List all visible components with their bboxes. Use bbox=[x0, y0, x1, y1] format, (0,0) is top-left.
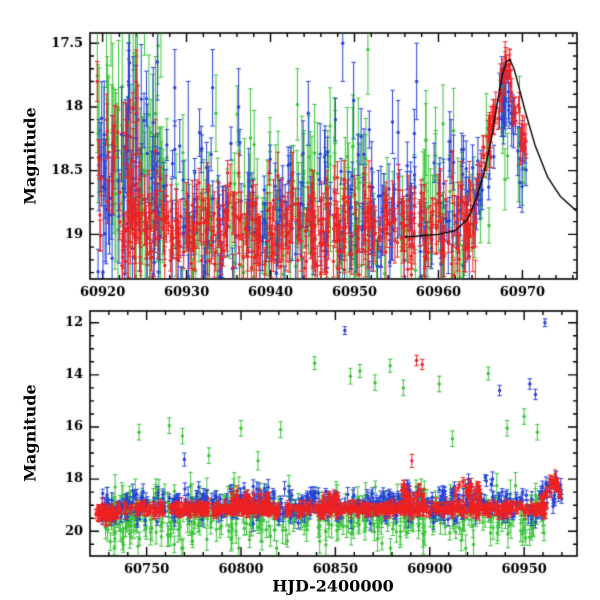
x-axis-label: HJD-2400000 bbox=[272, 576, 394, 596]
y-axis-label-top: Magnitude bbox=[20, 107, 40, 205]
y-axis-label-bottom: Magnitude bbox=[20, 384, 40, 482]
